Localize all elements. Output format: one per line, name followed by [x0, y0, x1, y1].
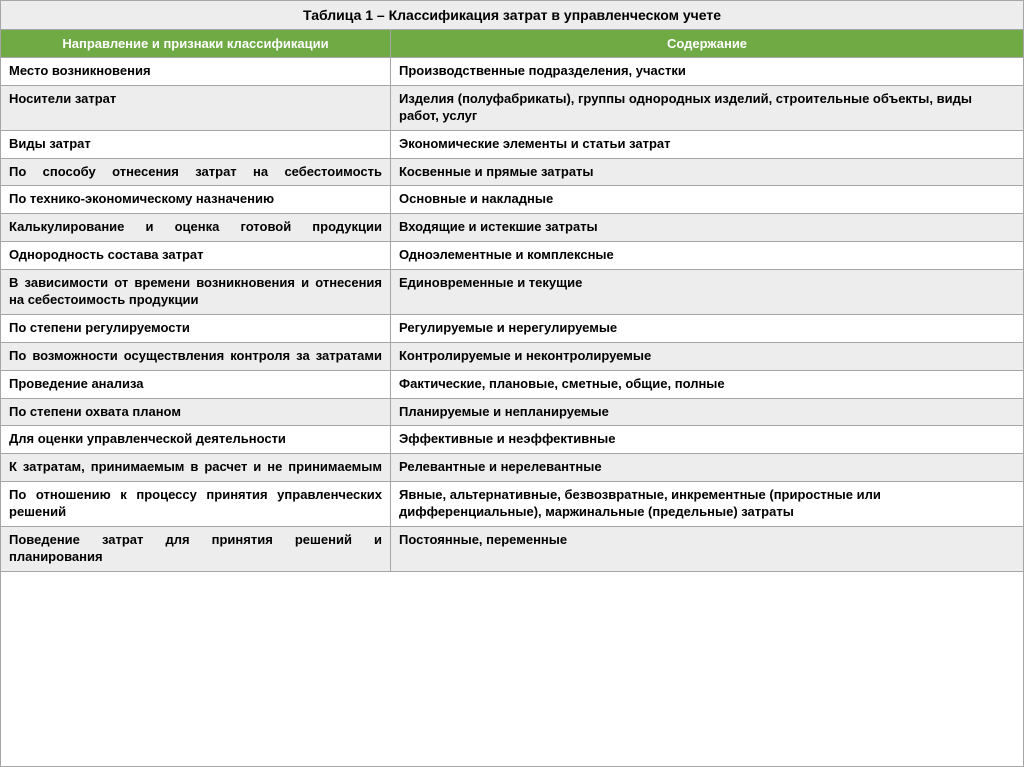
- table-container: Таблица 1 – Классификация затрат в управ…: [0, 0, 1024, 767]
- cell-content: Явные, альтернативные, безвозвратные, ин…: [391, 482, 1023, 526]
- cell-direction: По степени охвата планом: [1, 399, 391, 426]
- table-row: Проведение анализаФактические, плановые,…: [1, 371, 1023, 399]
- table-row: В зависимости от времени возникновения и…: [1, 270, 1023, 315]
- table-header-row: Направление и признаки классификации Сод…: [1, 30, 1023, 58]
- table-row: Поведение затрат для принятия решений и …: [1, 527, 1023, 572]
- cell-content: Единовременные и текущие: [391, 270, 1023, 314]
- cell-direction: Для оценки управленческой деятельности: [1, 426, 391, 453]
- cell-content: Одноэлементные и комплексные: [391, 242, 1023, 269]
- table-title: Таблица 1 – Классификация затрат в управ…: [1, 1, 1023, 30]
- cell-direction: Носители затрат: [1, 86, 391, 130]
- cell-direction: По способу отнесения затрат на себестоим…: [1, 159, 391, 186]
- cell-content: Контролируемые и неконтролируемые: [391, 343, 1023, 370]
- table-row: Однородность состава затратОдноэлементны…: [1, 242, 1023, 270]
- table-body: Место возникновенияПроизводственные подр…: [1, 58, 1023, 572]
- table-row: По степени регулируемостиРегулируемые и …: [1, 315, 1023, 343]
- cell-content: Фактические, плановые, сметные, общие, п…: [391, 371, 1023, 398]
- cell-direction: Калькулирование и оценка готовой продукц…: [1, 214, 391, 241]
- cell-direction: По технико-экономическому назначению: [1, 186, 391, 213]
- table-row: Калькулирование и оценка готовой продукц…: [1, 214, 1023, 242]
- table-row: Виды затратЭкономические элементы и стат…: [1, 131, 1023, 159]
- cell-direction: В зависимости от времени возникновения и…: [1, 270, 391, 314]
- cell-content: Производственные подразделения, участки: [391, 58, 1023, 85]
- header-content: Содержание: [391, 30, 1023, 58]
- table-row: По отношению к процессу принятия управле…: [1, 482, 1023, 527]
- table-row: По технико-экономическому назначениюОсно…: [1, 186, 1023, 214]
- cell-content: Планируемые и непланируемые: [391, 399, 1023, 426]
- cell-direction: По степени регулируемости: [1, 315, 391, 342]
- cell-direction: По отношению к процессу принятия управле…: [1, 482, 391, 526]
- cell-direction: Виды затрат: [1, 131, 391, 158]
- table-row: По возможности осуществления контроля за…: [1, 343, 1023, 371]
- cell-content: Эффективные и неэффективные: [391, 426, 1023, 453]
- table-row: Место возникновенияПроизводственные подр…: [1, 58, 1023, 86]
- cell-content: Экономические элементы и статьи затрат: [391, 131, 1023, 158]
- header-direction: Направление и признаки классификации: [1, 30, 391, 58]
- table-row: К затратам, принимаемым в расчет и не пр…: [1, 454, 1023, 482]
- cell-content: Основные и накладные: [391, 186, 1023, 213]
- table-row: По способу отнесения затрат на себестоим…: [1, 159, 1023, 187]
- cell-content: Косвенные и прямые затраты: [391, 159, 1023, 186]
- cell-content: Входящие и истекшие затраты: [391, 214, 1023, 241]
- table-row: По степени охвата планомПланируемые и не…: [1, 399, 1023, 427]
- table-row: Для оценки управленческой деятельностиЭф…: [1, 426, 1023, 454]
- cell-content: Регулируемые и нерегулируемые: [391, 315, 1023, 342]
- cell-direction: Однородность состава затрат: [1, 242, 391, 269]
- cell-content: Постоянные, переменные: [391, 527, 1023, 571]
- table-row: Носители затратИзделия (полуфабрикаты), …: [1, 86, 1023, 131]
- cell-content: Релевантные и нерелевантные: [391, 454, 1023, 481]
- cell-direction: Проведение анализа: [1, 371, 391, 398]
- cell-direction: Место возникновения: [1, 58, 391, 85]
- cell-content: Изделия (полуфабрикаты), группы однородн…: [391, 86, 1023, 130]
- cell-direction: По возможности осуществления контроля за…: [1, 343, 391, 370]
- cell-direction: К затратам, принимаемым в расчет и не пр…: [1, 454, 391, 481]
- cell-direction: Поведение затрат для принятия решений и …: [1, 527, 391, 571]
